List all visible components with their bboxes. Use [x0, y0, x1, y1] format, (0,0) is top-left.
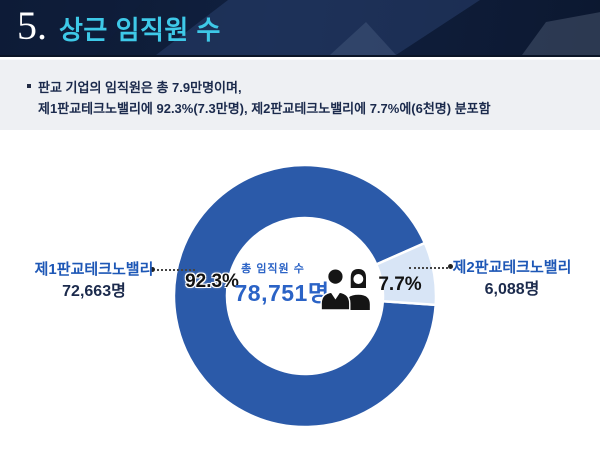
donut-center-value: 78,751명	[234, 280, 330, 306]
legend-pangyo1-count: 72,663명	[62, 283, 126, 300]
slice-pangyo1	[172, 163, 438, 429]
leader-line-left	[157, 269, 195, 271]
page-title: 상근 임직원 수	[59, 15, 221, 45]
summary-line-2: 제1판교테크노밸리에 92.3%(7.3만명), 제2판교테크노밸리에 7.7%…	[38, 101, 491, 116]
slice-pangyo2-percent: 7.7%	[378, 274, 422, 295]
leader-dot-right	[448, 264, 453, 269]
legend-pangyo2: 제2판교테크노밸리 6,088명	[432, 258, 592, 302]
summary-block: 판교 기업의 임직원은 총 7.9만명이며, 제1판교테크노밸리에 92.3%(…	[27, 77, 491, 119]
legend-pangyo2-name: 제2판교테크노밸리	[452, 259, 572, 276]
slide-number: 5.	[17, 3, 47, 48]
header: 5. 상근 임직원 수	[0, 0, 600, 57]
donut-center-label: 총 임직원 수	[241, 263, 305, 275]
summary-strip: 판교 기업의 임직원은 총 7.9만명이며, 제1판교테크노밸리에 92.3%(…	[0, 59, 600, 130]
slice-pangyo2	[374, 241, 438, 307]
legend-pangyo1: 제1판교테크노밸리 72,663명	[14, 260, 174, 304]
legend-pangyo1-name: 제1판교테크노밸리	[34, 261, 154, 278]
legend-pangyo2-count: 6,088명	[484, 281, 540, 298]
leader-dot-left	[150, 267, 155, 272]
bullet-marker	[27, 84, 31, 88]
leader-line-right	[409, 267, 448, 269]
two-people-icon	[320, 268, 370, 310]
slice-pangyo1-percent: 92.3%	[185, 271, 239, 292]
summary-line-1: 판교 기업의 임직원은 총 7.9만명이며,	[38, 80, 242, 95]
